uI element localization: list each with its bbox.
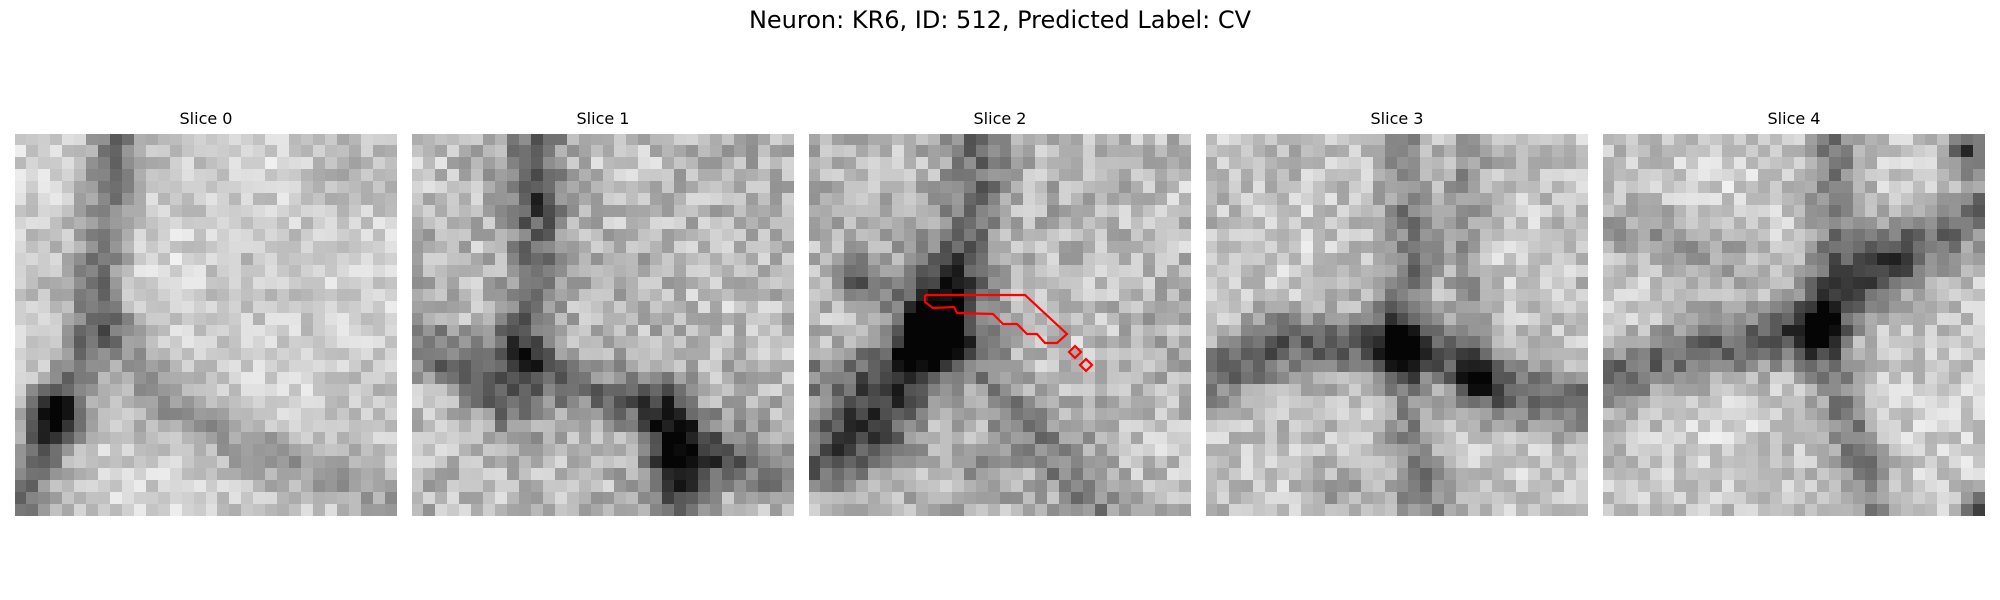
slice-title-3: Slice 3 <box>1370 109 1424 128</box>
slice-panel-1: Slice 1 <box>412 108 794 516</box>
slice-panel-3: Slice 3 <box>1206 108 1588 516</box>
slice-title-4: Slice 4 <box>1767 109 1821 128</box>
slice-image-3 <box>1206 134 1588 516</box>
slice-canvas-0 <box>15 134 397 516</box>
slice-canvas-4 <box>1603 134 1985 516</box>
slice-title-0: Slice 0 <box>179 109 233 128</box>
slice-canvas-1 <box>412 134 794 516</box>
slice-title-1: Slice 1 <box>576 109 630 128</box>
slice-panel-4: Slice 4 <box>1603 108 1985 516</box>
slice-canvas-2 <box>809 134 1191 516</box>
slice-panel-2: Slice 2 <box>809 108 1191 516</box>
figure-title: Neuron: KR6, ID: 512, Predicted Label: C… <box>748 6 1252 34</box>
slice-canvas-3 <box>1206 134 1588 516</box>
slice-image-4 <box>1603 134 1985 516</box>
slice-image-2 <box>809 134 1191 516</box>
slice-image-0 <box>15 134 397 516</box>
slice-panel-0: Slice 0 <box>15 108 397 516</box>
slice-image-1 <box>412 134 794 516</box>
slice-title-2: Slice 2 <box>973 109 1027 128</box>
